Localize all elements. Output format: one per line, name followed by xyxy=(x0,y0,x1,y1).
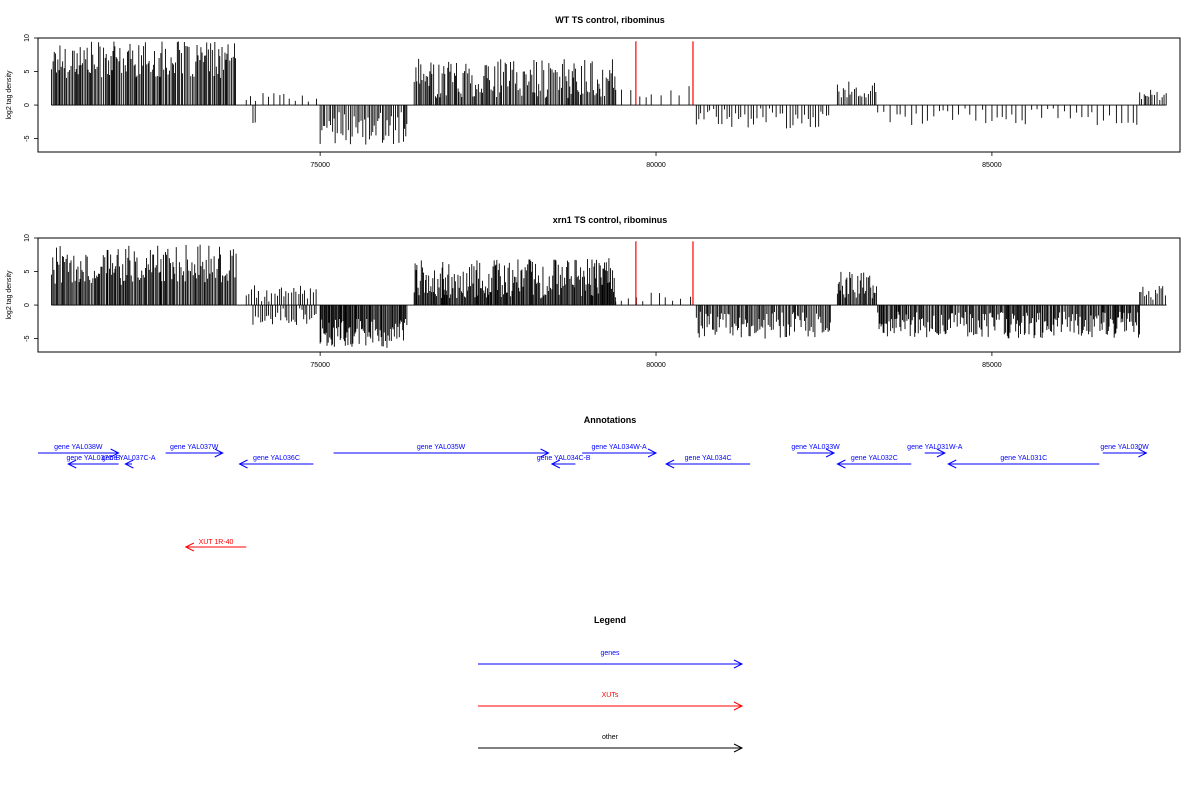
gene-label: gene YAL037W xyxy=(170,444,219,451)
xrn1-x-axis: 75000 80000 85000 xyxy=(310,352,1002,369)
x-tick-label: 85000 xyxy=(982,162,1002,169)
gene-label: gene YAL032C xyxy=(851,455,898,462)
gene-arrow-head xyxy=(110,448,120,458)
gene-arrow xyxy=(238,459,314,469)
gene-label: gene YAL033W xyxy=(791,444,840,451)
wt-panel-title: WT TS control, ribominus xyxy=(555,15,665,25)
gene-arrow-head xyxy=(825,448,836,458)
x-tick-label: 75000 xyxy=(310,162,330,169)
gene-arrow xyxy=(38,448,120,458)
wt-plot-frame xyxy=(37,37,1181,153)
gene-arrow xyxy=(67,459,119,469)
legend-arrow xyxy=(478,659,744,669)
x-tick-label: 80000 xyxy=(646,162,666,169)
xrn1-y-axis: -5 0 5 10 xyxy=(24,234,38,342)
x-tick-label: 80000 xyxy=(646,362,666,369)
legend-label: other xyxy=(602,734,619,741)
wt-signal-panel: WT TS control, ribominus log2 tag densit… xyxy=(6,15,1181,169)
gene-arrow xyxy=(836,459,912,469)
gene-label: gene YAL034W-A xyxy=(591,444,647,451)
y-tick-label: 5 xyxy=(24,269,31,273)
legend-arrow-head xyxy=(733,659,744,669)
y-tick-label: 0 xyxy=(24,103,31,107)
y-tick-label: 0 xyxy=(24,303,31,307)
xut-arrow-head xyxy=(184,542,195,552)
legend-arrow-head xyxy=(733,701,744,711)
wt-y-axis-label: log2 tag density xyxy=(6,70,13,120)
gene-arrow xyxy=(947,459,1100,469)
xrn1-signal-panel: xrn1 TS control, ribominus log2 tag dens… xyxy=(6,215,1181,369)
gene-label: gene YAL031W-A xyxy=(907,444,963,451)
gene-arrow xyxy=(124,459,134,469)
wt-y-axis: -5 0 5 10 xyxy=(24,34,38,142)
legend: Legend genes XUTs other xyxy=(478,615,744,753)
xut-arrow xyxy=(184,542,247,552)
gene-arrow xyxy=(924,448,947,458)
legend-label: genes xyxy=(600,650,620,657)
xut-features: XUT 1R-40 xyxy=(184,539,247,552)
xrn1-plot-frame xyxy=(37,237,1181,353)
xut-label: XUT 1R-40 xyxy=(199,539,234,546)
gene-arrow-head xyxy=(647,448,658,458)
y-tick-label: -5 xyxy=(24,335,31,341)
legend-items: genes XUTs other xyxy=(478,650,744,753)
gene-arrow-head xyxy=(540,448,550,458)
gene-label: gene YAL034C xyxy=(685,455,732,462)
legend-arrow xyxy=(478,701,744,711)
gene-label: gene YAL036C xyxy=(253,455,300,462)
gene-arrow-head xyxy=(947,459,957,469)
xrn1-panel-title: xrn1 TS control, ribominus xyxy=(553,215,668,225)
gene-label: gene YAL037C-B xyxy=(66,455,120,462)
x-tick-label: 75000 xyxy=(310,362,330,369)
gene-label: gene YAL034C-B xyxy=(537,455,591,462)
gene-arrow-head xyxy=(836,459,846,469)
gene-label: gene YAL037C-A xyxy=(102,455,156,462)
wt-x-axis: 75000 80000 85000 xyxy=(310,152,1002,169)
x-tick-label: 85000 xyxy=(982,362,1002,369)
gene-arrow xyxy=(797,448,836,458)
gene-label: gene YAL031C xyxy=(1000,455,1047,462)
y-tick-label: 10 xyxy=(24,34,31,42)
gene-label: gene YAL030W xyxy=(1100,444,1149,451)
annotations-title: Annotations xyxy=(584,415,637,425)
y-tick-label: 10 xyxy=(24,234,31,242)
legend-arrow-head xyxy=(733,743,744,753)
gene-arrow xyxy=(333,448,550,458)
wt-markers xyxy=(635,41,694,106)
xrn1-markers xyxy=(635,241,694,306)
gene-arrow xyxy=(550,459,576,469)
gene-arrow-head xyxy=(936,448,947,458)
gene-arrow-head xyxy=(550,459,561,469)
gene-arrow xyxy=(582,448,658,458)
gene-arrow-head xyxy=(67,459,77,469)
wt-bars xyxy=(50,41,1167,145)
y-tick-label: -5 xyxy=(24,135,31,141)
gene-arrow-head xyxy=(1138,448,1148,458)
gene-arrow-head xyxy=(664,459,675,469)
legend-title: Legend xyxy=(594,615,626,625)
gene-arrow xyxy=(664,459,751,469)
y-tick-label: 5 xyxy=(24,69,31,73)
xrn1-y-axis-label: log2 tag density xyxy=(6,270,13,320)
gene-arrow-head xyxy=(238,459,248,469)
gene-label: gene YAL035W xyxy=(417,444,466,451)
gene-arrow xyxy=(165,448,224,458)
legend-label: XUTs xyxy=(602,692,619,699)
gene-arrow xyxy=(1102,448,1148,458)
xrn1-bars xyxy=(50,244,1166,348)
gene-arrow-head xyxy=(124,459,134,469)
gene-label: gene YAL038W xyxy=(54,444,103,451)
gene-arrow-head xyxy=(214,448,224,458)
legend-arrow xyxy=(478,743,744,753)
